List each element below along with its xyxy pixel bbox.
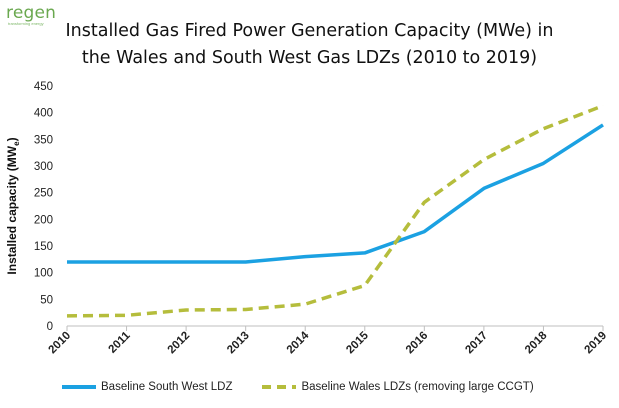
- x-tick-label: 2013: [225, 330, 252, 357]
- y-tick-label: 450: [34, 81, 53, 93]
- y-axis-label: Installed capacity (MWe): [5, 137, 21, 274]
- y-tick-label: 200: [34, 214, 53, 226]
- y-tick-label: 250: [34, 188, 53, 200]
- x-tick-label: 2016: [404, 330, 431, 357]
- chart-title-line-2: the Wales and South West Gas LDZs (2010 …: [81, 48, 538, 68]
- y-tick-label: 300: [34, 161, 53, 173]
- y-tick-label: 0: [47, 321, 53, 333]
- logo-subtext: transforming energy: [8, 21, 44, 26]
- x-tick-label: 2015: [344, 329, 371, 356]
- y-tick-label: 350: [34, 134, 53, 146]
- x-tick-label: 2017: [463, 330, 490, 357]
- series-line-1: [67, 123, 604, 264]
- x-tick-label: 2011: [107, 329, 134, 356]
- legend-swatch: [262, 385, 297, 389]
- legend-label: Baseline South West LDZ: [101, 381, 233, 393]
- y-tick-label: 400: [34, 108, 53, 120]
- legend-swatch: [62, 385, 96, 389]
- x-tick-label: 2014: [285, 329, 312, 356]
- y-tick-label: 100: [34, 268, 53, 280]
- series-line-2: [66, 104, 604, 318]
- legend-item-1: Baseline South West LDZ: [62, 381, 232, 393]
- x-tick-label: 2019: [583, 330, 610, 357]
- legend-item-2: Baseline Wales LDZs (removing large CCGT…: [262, 381, 534, 393]
- x-tick-label: 2012: [166, 330, 193, 357]
- x-tick-label: 2010: [47, 330, 74, 357]
- y-tick-label: 50: [40, 294, 53, 306]
- x-tick-label: 2018: [523, 329, 550, 356]
- regen-logo: regen transforming energy: [6, 3, 76, 27]
- y-tick-label: 150: [34, 241, 53, 253]
- chart-title: Installed Gas Fired Power Generation Cap…: [0, 18, 619, 72]
- chart-legend: Baseline South West LDZ Baseline Wales LD…: [62, 381, 564, 393]
- chart-title-line-1: Installed Gas Fired Power Generation Cap…: [65, 21, 554, 41]
- legend-label: Baseline Wales LDZs (removing large CCGT…: [301, 381, 534, 393]
- logo-text: regen: [6, 3, 57, 23]
